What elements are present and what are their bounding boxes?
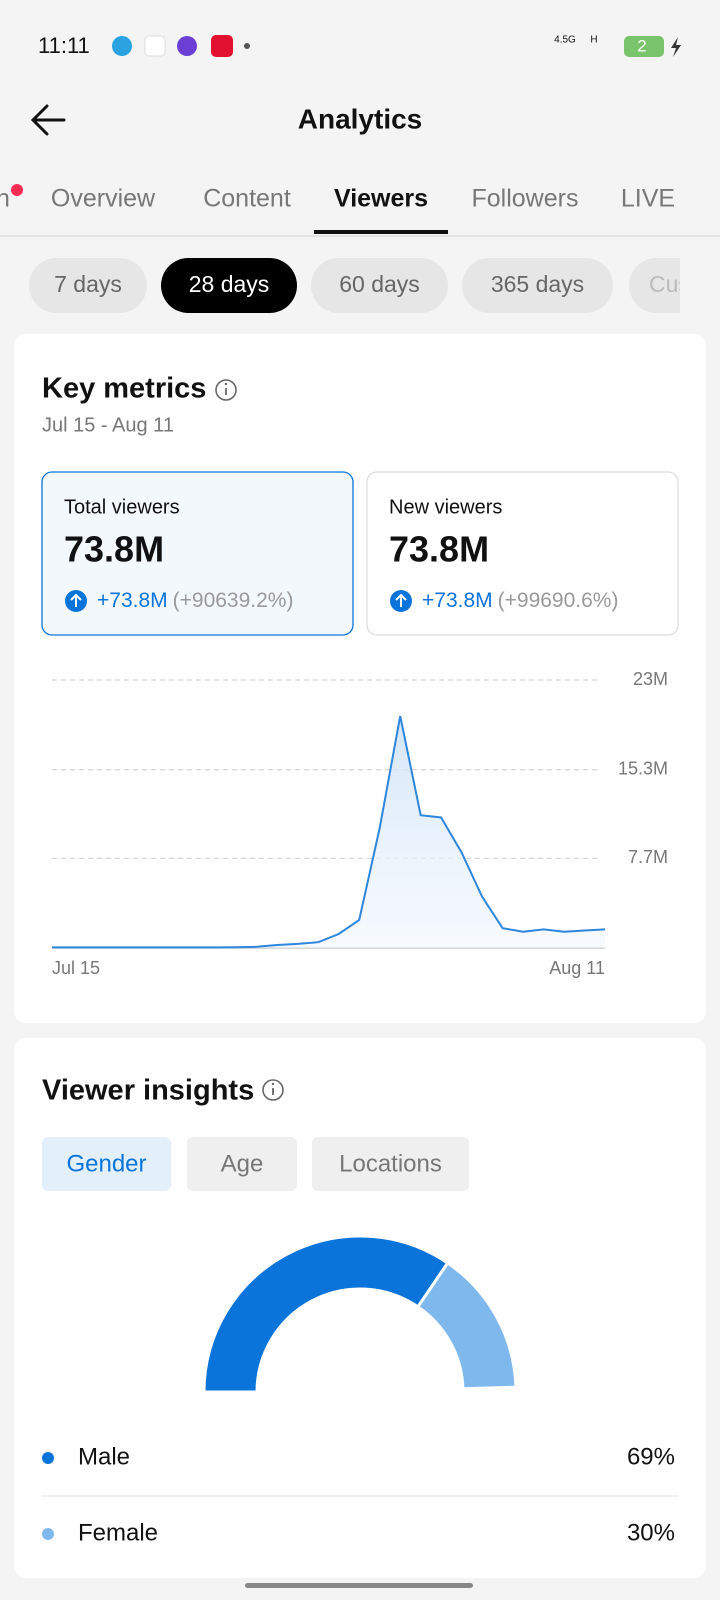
legend-label: Female — [78, 1519, 158, 1546]
tab[interactable]: n — [0, 185, 10, 213]
metric-change-percent: (+99690.6%) — [498, 589, 619, 612]
tab[interactable]: Viewers — [334, 185, 428, 213]
legend-value: 69% — [627, 1443, 675, 1470]
tab[interactable]: LIVE — [621, 185, 675, 213]
y-tick-label: 15.3M — [618, 758, 668, 778]
metric-value: 73.8M — [64, 529, 164, 570]
info-icon[interactable] — [215, 379, 237, 401]
app-icon — [112, 36, 132, 56]
tab[interactable]: Content — [203, 185, 291, 213]
badge-dot — [11, 184, 23, 196]
y-tick-label: 7.7M — [628, 847, 668, 867]
section-title: Key metrics — [42, 373, 206, 405]
insight-tab-label: Age — [221, 1150, 264, 1177]
metric-change-percent: (+90639.2%) — [173, 589, 294, 612]
metric-label: Total viewers — [64, 496, 180, 518]
y-tick-label: 23M — [633, 669, 668, 689]
notification-dot — [244, 43, 250, 49]
metric-change: +73.8M (+99690.6%) — [422, 589, 618, 612]
metric-change: +73.8M (+90639.2%) — [97, 589, 293, 612]
range-label: 7 days — [54, 271, 122, 297]
gender-segment — [415, 1260, 518, 1391]
up-arrow-icon — [395, 593, 407, 607]
range-label: 60 days — [339, 271, 420, 297]
insight-tab[interactable] — [187, 1137, 297, 1191]
range-label: 365 days — [491, 271, 584, 297]
x-tick-label: Jul 15 — [52, 958, 100, 978]
page-title: Analytics — [298, 103, 423, 134]
app-icon — [177, 36, 197, 56]
info-icon[interactable] — [262, 1079, 284, 1101]
viewer-insights-card — [14, 1038, 706, 1578]
charging-icon — [671, 37, 681, 57]
range-pill[interactable] — [29, 258, 147, 313]
metric-label: New viewers — [389, 496, 502, 518]
status-time: 11:11 — [38, 33, 90, 58]
area — [52, 716, 605, 948]
legend-dot — [42, 1452, 54, 1464]
app-icon — [211, 35, 233, 57]
gender-segment — [202, 1234, 450, 1394]
metric-card[interactable] — [366, 471, 679, 636]
legend-dot — [42, 1528, 54, 1540]
metric-change-value: +73.8M — [422, 589, 493, 612]
tab[interactable]: Overview — [51, 185, 156, 213]
range-pill[interactable] — [462, 258, 613, 313]
line — [52, 715, 606, 949]
home-indicator — [245, 1583, 473, 1588]
metric-value: 73.8M — [389, 529, 489, 570]
range-pill[interactable] — [629, 258, 720, 313]
network-label: 4.5G — [554, 35, 576, 46]
insight-tab-label: Locations — [339, 1150, 442, 1177]
app-icon — [144, 35, 166, 57]
range-label: Custom — [649, 271, 720, 297]
insight-tab[interactable] — [42, 1137, 171, 1191]
legend-value: 30% — [627, 1519, 675, 1546]
range-pill[interactable] — [311, 258, 448, 313]
network-label: H — [590, 35, 597, 46]
metric-card[interactable] — [41, 471, 354, 636]
tab[interactable]: Followers — [472, 185, 579, 213]
legend-label: Male — [78, 1443, 130, 1470]
battery — [624, 36, 664, 57]
insight-tab-label: Gender — [66, 1150, 146, 1177]
range-pill[interactable] — [161, 258, 297, 313]
metric-change-value: +73.8M — [97, 589, 168, 612]
date-range: Jul 15 - Aug 11 — [42, 414, 174, 436]
battery-level: 2 — [637, 36, 646, 55]
range-label: 28 days — [189, 271, 270, 297]
tab-underline — [314, 230, 448, 234]
section-title: Viewer insights — [42, 1075, 254, 1107]
back-button[interactable] — [30, 104, 66, 136]
insight-tab[interactable] — [312, 1137, 469, 1191]
up-arrow-icon — [70, 593, 82, 607]
x-tick-label: Aug 11 — [549, 958, 605, 978]
